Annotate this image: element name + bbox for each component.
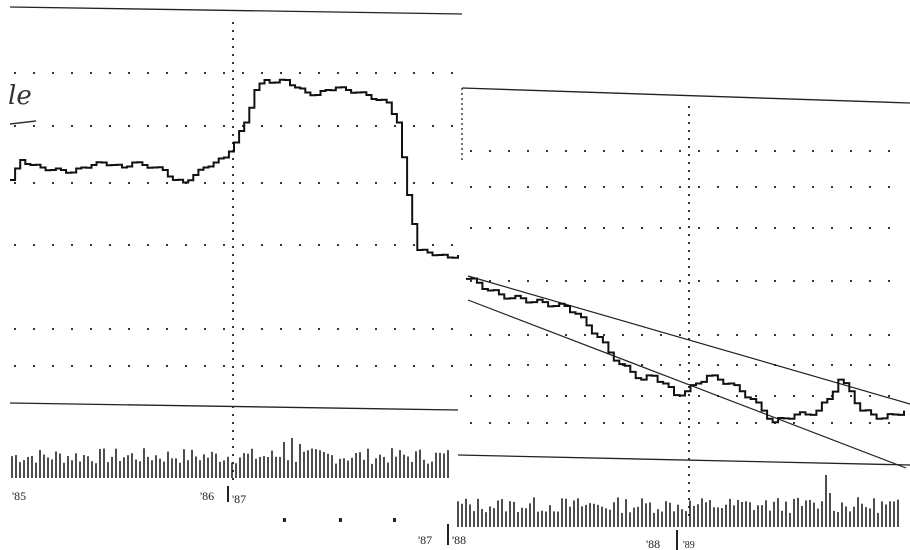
left-gridline-2 xyxy=(14,182,453,184)
left-price-line xyxy=(10,78,459,259)
left-gridlines xyxy=(14,72,453,367)
left-top-border xyxy=(9,6,463,15)
scan-specks xyxy=(283,518,396,522)
right-top-border xyxy=(461,87,910,104)
x-tick-label-88: '88 xyxy=(452,533,466,547)
x-tick-label-86: '86 xyxy=(200,489,214,503)
channel-upper-line xyxy=(467,275,910,405)
left-year-divider xyxy=(232,22,234,480)
left-gridline-3 xyxy=(14,244,453,246)
left-gridline-4 xyxy=(14,328,453,330)
right-gridline-5 xyxy=(470,364,890,366)
annotation-handwritten: le xyxy=(8,81,32,111)
right-bottom-border xyxy=(457,454,910,466)
x-tick-label-87-left: '87 xyxy=(232,492,246,506)
x-tick-label-88-b: '88 xyxy=(646,537,660,550)
right-gridline-1 xyxy=(470,186,890,188)
x-tick-label-89: '89 xyxy=(683,540,695,550)
right-gridline-4 xyxy=(470,334,890,336)
left-volume-bars xyxy=(11,438,449,478)
right-gridline-0 xyxy=(470,150,890,152)
right-volume-bars xyxy=(457,475,899,527)
left-gridline-5 xyxy=(14,365,453,367)
channel-lower-line xyxy=(467,299,907,469)
x-tick-label-87-mid: '87 xyxy=(418,533,432,547)
right-price-panel: '87 '88 '88 '89 xyxy=(418,87,910,550)
right-gridline-6 xyxy=(470,395,890,397)
left-gridline-1 xyxy=(14,125,453,127)
right-gridline-7 xyxy=(470,422,890,424)
year-divider-88 xyxy=(688,106,690,516)
left-price-panel: le '85 '86 '87 xyxy=(8,6,463,506)
annotation-dash xyxy=(9,120,37,125)
right-gridlines xyxy=(470,150,890,424)
x-tick-label-85: '85 xyxy=(12,489,26,503)
year-divider-86 xyxy=(232,22,234,480)
right-gridline-3 xyxy=(470,280,890,282)
left-gridline-0 xyxy=(14,72,453,74)
right-gridline-2 xyxy=(470,227,890,229)
right-price-line xyxy=(466,277,905,424)
right-year-divider xyxy=(688,106,690,516)
